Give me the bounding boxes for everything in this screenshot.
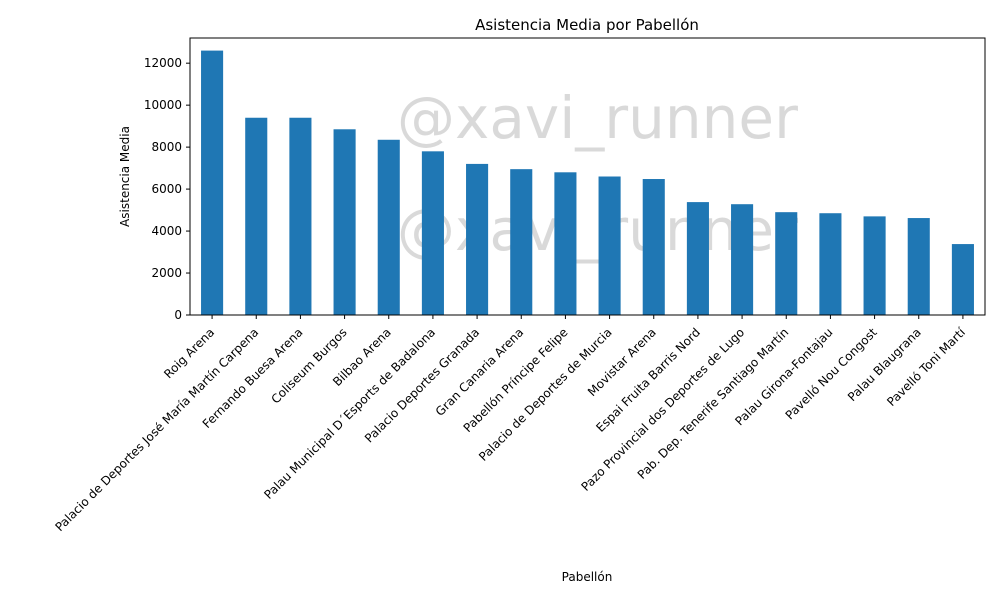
bar bbox=[598, 176, 621, 315]
y-tick-label: 6000 bbox=[151, 182, 182, 196]
y-tick-label: 0 bbox=[174, 308, 182, 322]
x-tick-label: Pavelló Toni Martí bbox=[884, 325, 968, 409]
bar bbox=[731, 204, 754, 315]
x-tick-label: Palacio de Deportes José María Martín Ca… bbox=[52, 325, 261, 534]
y-tick-label: 4000 bbox=[151, 224, 182, 238]
y-tick-label: 2000 bbox=[151, 266, 182, 280]
bars-group bbox=[201, 50, 974, 315]
plot-frame bbox=[189, 37, 986, 316]
watermark-text-1: @xavi_runner bbox=[397, 84, 798, 152]
bar bbox=[466, 163, 489, 315]
bar bbox=[642, 179, 665, 315]
y-axis: 0 2000 4000 6000 8000 10000 12000 bbox=[144, 56, 190, 322]
bar bbox=[819, 213, 842, 315]
y-tick-label: 12000 bbox=[144, 56, 182, 70]
y-tick-label: 10000 bbox=[144, 98, 182, 112]
bar bbox=[289, 117, 312, 315]
bar bbox=[907, 218, 930, 315]
bar bbox=[554, 172, 577, 315]
bar bbox=[863, 216, 886, 315]
bar bbox=[510, 169, 533, 315]
bar bbox=[333, 129, 356, 315]
bar bbox=[775, 212, 798, 315]
bar bbox=[951, 244, 974, 315]
bar bbox=[245, 117, 268, 315]
y-tick-label: 8000 bbox=[151, 140, 182, 154]
bar bbox=[377, 139, 400, 315]
x-tick-label: Pazo Provincial dos Deportes de Lugo bbox=[579, 325, 748, 494]
y-axis-title: Asistencia Media bbox=[118, 126, 132, 227]
bar bbox=[201, 50, 224, 315]
x-tick-label: Coliseum Burgos bbox=[268, 325, 349, 406]
x-axis-title: Pabellón bbox=[562, 570, 613, 584]
bar bbox=[421, 151, 444, 315]
bar bbox=[686, 202, 709, 315]
x-tick-label: Gran Canaria Arena bbox=[433, 325, 527, 419]
chart-title: Asistencia Media por Pabellón bbox=[475, 16, 699, 34]
